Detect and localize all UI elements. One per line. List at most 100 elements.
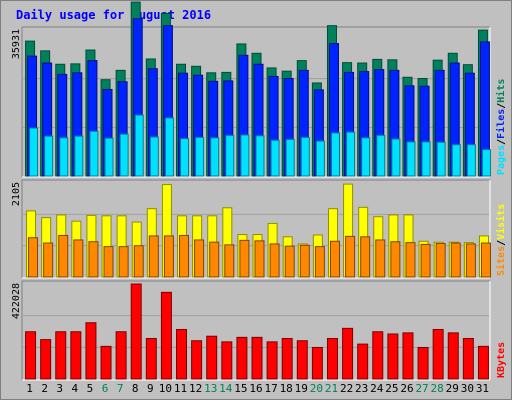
- bar-kbytes-7: [115, 331, 127, 380]
- bar-pages-1: [29, 127, 39, 177]
- bar-sites-23: [360, 236, 371, 278]
- x-tick-label: 2: [41, 382, 48, 395]
- bar-kbytes-20: [311, 346, 323, 380]
- bar-kbytes-8: [130, 283, 142, 380]
- series-sites: [28, 234, 491, 278]
- x-tick-label: 22: [340, 382, 353, 395]
- x-tick-label: 28: [431, 382, 444, 395]
- x-tick-label: 4: [72, 382, 79, 395]
- x-tick-label: 6: [102, 382, 109, 395]
- bar-pages-12: [195, 136, 205, 177]
- bar-sites-14: [224, 244, 235, 278]
- bar-kbytes-1: [25, 331, 37, 380]
- x-tick-label: 7: [117, 382, 124, 395]
- x-tick-label: 3: [56, 382, 63, 395]
- bar-sites-22: [345, 235, 356, 278]
- bar-sites-11: [179, 234, 190, 278]
- chart-title: Daily usage for August 2016: [16, 8, 211, 22]
- bar-kbytes-25: [387, 333, 399, 380]
- legend-entry: Hits: [495, 79, 507, 103]
- bar-kbytes-14: [221, 341, 233, 380]
- bar-kbytes-29: [447, 332, 459, 380]
- bar-kbytes-23: [357, 343, 369, 380]
- bar-sites-29: [450, 242, 461, 278]
- bar-kbytes-27: [417, 346, 429, 380]
- x-tick-label: 15: [234, 382, 247, 395]
- series-legend: Sites/Visits: [495, 204, 507, 276]
- bar-pages-18: [285, 138, 295, 177]
- x-tick-label: 13: [204, 382, 217, 395]
- x-tick-label: 20: [310, 382, 323, 395]
- bar-pages-7: [119, 133, 129, 177]
- series-legend-text: Sites/Visits: [495, 204, 507, 276]
- x-tick-label: 17: [264, 382, 277, 395]
- bar-kbytes-18: [281, 337, 293, 380]
- bar-pages-14: [225, 134, 235, 177]
- bar-pages-11: [180, 138, 190, 177]
- x-tick-label: 27: [415, 382, 428, 395]
- bar-kbytes-13: [206, 335, 218, 380]
- bar-sites-6: [103, 246, 114, 278]
- x-tick-label: 24: [370, 382, 384, 395]
- bar-pages-21: [330, 132, 340, 177]
- bar-sites-20: [314, 246, 325, 278]
- bar-sites-4: [73, 239, 84, 278]
- bar-pages-9: [149, 136, 159, 177]
- x-tick-label: 5: [87, 382, 94, 395]
- panels-layer: 35931Pages/Files/Hits2105Sites/Visits422…: [11, 1, 507, 381]
- bar-pages-25: [391, 138, 401, 177]
- x-tick-label: 31: [476, 382, 489, 395]
- bar-kbytes-12: [191, 340, 203, 380]
- bar-sites-8: [133, 245, 144, 278]
- bar-sites-25: [390, 241, 401, 278]
- bar-sites-7: [118, 246, 129, 278]
- legend-entry: Pages: [496, 145, 507, 175]
- bar-pages-10: [164, 117, 174, 177]
- x-tick-label: 12: [189, 382, 202, 395]
- x-tick-label: 25: [385, 382, 398, 395]
- bar-sites-15: [239, 239, 250, 278]
- panel-kbytes: 422028 KBytes: [11, 280, 507, 381]
- bar-pages-23: [361, 137, 371, 177]
- bar-kbytes-11: [176, 328, 188, 380]
- x-tick-label: 10: [159, 382, 172, 395]
- bar-pages-26: [406, 141, 416, 177]
- bar-pages-8: [134, 114, 144, 177]
- bar-sites-19: [299, 244, 310, 278]
- bar-sites-18: [284, 245, 295, 278]
- bar-sites-28: [435, 243, 446, 278]
- bar-pages-15: [240, 134, 250, 177]
- bar-kbytes-5: [85, 322, 97, 380]
- legend-entry: Visits: [495, 204, 507, 240]
- bar-pages-27: [421, 141, 431, 177]
- bar-pages-30: [466, 144, 476, 177]
- bar-pages-3: [59, 137, 69, 177]
- bar-kbytes-4: [70, 331, 82, 380]
- bar-pages-19: [300, 136, 310, 177]
- bar-kbytes-30: [462, 337, 474, 380]
- bar-sites-1: [28, 237, 39, 278]
- bar-sites-13: [209, 241, 220, 278]
- legend-entry: /: [496, 103, 507, 109]
- legend-entry: Sites: [495, 246, 507, 276]
- series-files: [27, 18, 490, 177]
- bar-pages-2: [44, 135, 54, 177]
- bar-kbytes-15: [236, 336, 248, 380]
- bar-kbytes-24: [372, 331, 384, 380]
- x-tick-label: 1: [26, 382, 33, 395]
- bar-kbytes-9: [145, 337, 157, 380]
- bar-sites-16: [254, 240, 265, 278]
- bar-kbytes-28: [432, 328, 444, 380]
- x-tick-label: 30: [461, 382, 474, 395]
- bar-pages-28: [436, 141, 446, 177]
- bar-sites-9: [148, 235, 159, 278]
- bar-kbytes-31: [477, 345, 489, 380]
- bar-pages-22: [346, 131, 356, 177]
- bar-pages-5: [89, 130, 99, 177]
- y-max-label: 35931: [11, 29, 22, 59]
- legend-entry: /: [496, 240, 507, 246]
- bar-pages-17: [270, 139, 280, 177]
- series-pages: [29, 114, 491, 177]
